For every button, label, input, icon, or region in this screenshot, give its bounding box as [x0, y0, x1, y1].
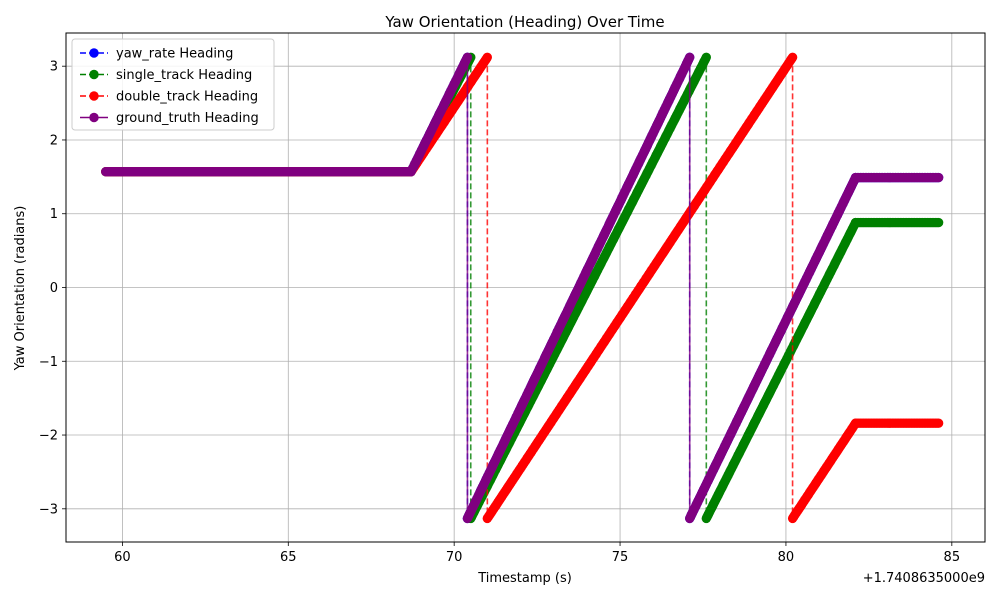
- y-tick-label: 2: [50, 133, 58, 148]
- legend-entry-3: ground_truth Heading: [80, 111, 259, 126]
- series-3: [101, 52, 944, 524]
- x-tick-label: 70: [446, 550, 463, 565]
- data-point: [701, 52, 711, 62]
- y-tick-label: −2: [39, 429, 58, 444]
- legend-label: yaw_rate Heading: [116, 47, 233, 62]
- legend-entry-1: single_track Heading: [80, 68, 252, 83]
- y-axis-label: Yaw Orientation (radians): [13, 206, 28, 372]
- x-tick-label: 65: [280, 550, 297, 565]
- x-axis-offset: +1.7408635000e9: [863, 571, 985, 586]
- legend-label: double_track Heading: [116, 90, 258, 105]
- legend-marker: [89, 69, 99, 80]
- legend-label: ground_truth Heading: [116, 111, 259, 126]
- data-point: [933, 418, 944, 428]
- y-tick-label: 1: [50, 207, 58, 222]
- x-axis-label: Timestamp (s): [477, 571, 572, 586]
- legend-marker: [89, 112, 99, 123]
- y-tick-label: 0: [50, 281, 58, 296]
- x-tick-label: 60: [114, 550, 131, 565]
- data-point: [787, 52, 798, 62]
- legend-label: single_track Heading: [116, 68, 252, 83]
- legend-box: [71, 38, 275, 131]
- legend-entry-0: yaw_rate Heading: [80, 47, 233, 62]
- y-tick-label: 3: [50, 60, 58, 75]
- legend-marker: [89, 91, 99, 101]
- series-layer: [101, 52, 944, 524]
- chart-title: Yaw Orientation (Heading) Over Time: [384, 13, 664, 31]
- y-tick-label: −3: [39, 502, 58, 517]
- data-point: [933, 172, 944, 183]
- x-tick-label: 75: [612, 550, 629, 565]
- legend: yaw_rate Heading single_track Heading doub…: [71, 38, 275, 131]
- data-point: [462, 52, 473, 62]
- data-point: [685, 52, 695, 62]
- data-point: [482, 52, 492, 62]
- x-tick-label: 80: [778, 550, 795, 565]
- y-tick-label: −1: [39, 355, 58, 370]
- legend-marker: [89, 48, 99, 58]
- axis-ticks: 60 65 70 75 80 85 −3 −2 −1 0 1 2 3: [39, 60, 960, 565]
- x-tick-label: 85: [944, 550, 961, 565]
- legend-entry-2: double_track Heading: [80, 90, 258, 105]
- grid: [66, 33, 985, 542]
- data-point: [933, 217, 944, 228]
